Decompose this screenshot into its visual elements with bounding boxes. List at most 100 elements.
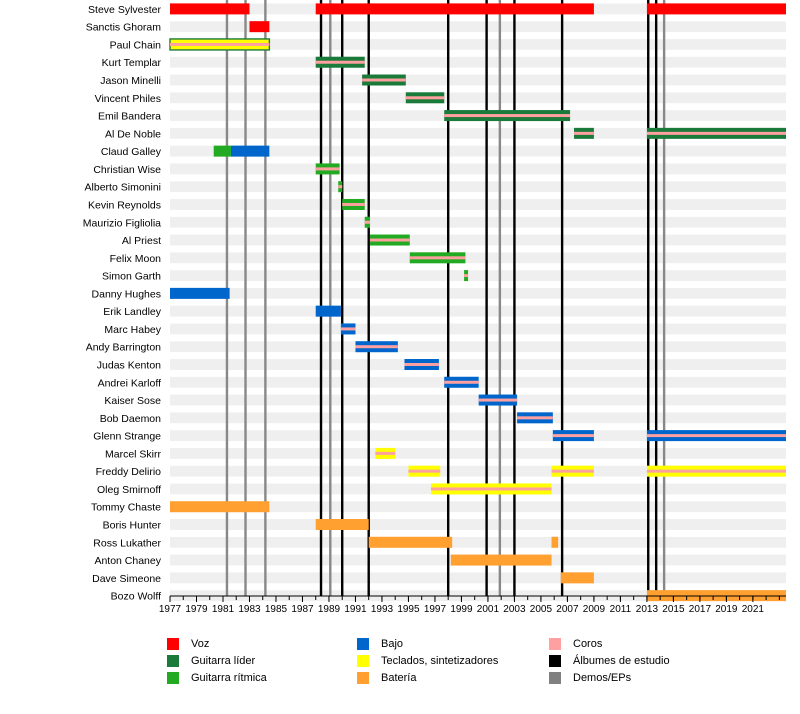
x-axis-tick-label: 1977 (159, 604, 182, 615)
member-bar-coros (170, 42, 270, 46)
row-stripe (170, 305, 786, 317)
row-stripe (170, 234, 786, 246)
member-bar (560, 572, 594, 584)
member-bar-coros (342, 202, 365, 206)
member-bar (315, 3, 594, 15)
member-label: Maurizio Figliolia (83, 217, 161, 229)
member-bar (551, 536, 559, 548)
x-axis-tick-label: 2013 (636, 604, 659, 615)
member-bar-coros (464, 274, 469, 278)
member-bar (368, 536, 453, 548)
row-stripe (170, 127, 786, 139)
row-stripe (170, 501, 786, 513)
x-axis-tick-label: 2019 (715, 604, 738, 615)
member-bar (230, 145, 270, 157)
member-bar-coros (370, 238, 410, 242)
x-axis-tick-label: 1989 (318, 604, 341, 615)
member-label: Marcel Skirr (105, 448, 162, 460)
member-bar (450, 554, 552, 566)
row-stripe (170, 341, 786, 353)
member-bar (315, 305, 341, 317)
x-axis-tick-label: 1979 (185, 604, 208, 615)
member-bar-coros (338, 185, 343, 189)
member-bar-coros (355, 345, 398, 349)
member-label: Emil Bandera (98, 111, 161, 123)
member-label: Bob Daemon (100, 413, 161, 425)
row-stripe (170, 465, 786, 477)
member-bar-coros (408, 469, 441, 473)
row-stripe (170, 21, 786, 33)
member-label: Vincent Philes (95, 93, 161, 105)
member-label: Christian Wise (93, 164, 161, 176)
member-bar-coros (315, 60, 365, 64)
member-bar-coros (405, 96, 445, 100)
row-stripe (170, 252, 786, 264)
row-stripe (170, 430, 786, 441)
member-label: Dave Simeone (92, 573, 161, 585)
row-stripe (170, 56, 786, 68)
member-label: Marc Habey (104, 324, 161, 336)
member-bar (170, 501, 270, 513)
x-axis-tick-label: 1987 (291, 604, 314, 615)
row-stripe (170, 145, 786, 157)
member-bar-coros (646, 131, 786, 135)
member-bar-coros (409, 256, 466, 260)
row-stripe (170, 216, 786, 228)
x-axis-tick-label: 1981 (212, 604, 235, 615)
row-stripe (170, 287, 786, 299)
row-stripe (170, 412, 786, 424)
x-axis-tick-label: 1995 (397, 604, 420, 615)
member-label: Glenn Strange (93, 431, 161, 443)
member-label: Oleg Smirnoff (97, 484, 161, 496)
x-axis-tick-label: 2009 (583, 604, 606, 615)
member-bar-coros (315, 167, 340, 171)
x-axis-tick-label: 2007 (556, 604, 579, 615)
member-bar-coros (444, 380, 479, 384)
member-label: Anton Chaney (94, 555, 161, 567)
x-axis-tick-label: 1997 (424, 604, 447, 615)
x-axis-tick-label: 2017 (689, 604, 712, 615)
member-bar-coros (574, 131, 594, 135)
row-stripe (170, 39, 786, 50)
x-axis-tick-label: 1993 (371, 604, 394, 615)
row-stripe (170, 163, 786, 175)
row-stripe (170, 536, 786, 548)
member-bar-coros (340, 327, 356, 331)
member-label: Kaiser Sose (104, 395, 161, 407)
x-axis-tick-label: 2015 (662, 604, 685, 615)
member-label: Tommy Chaste (91, 502, 161, 514)
member-label: Ross Lukather (93, 537, 161, 549)
x-axis-tick-label: 2001 (477, 604, 500, 615)
member-bar (170, 3, 250, 15)
row-stripe (170, 92, 786, 104)
member-label: Danny Hughes (92, 288, 161, 300)
member-label: Sanctis Ghoram (86, 22, 162, 34)
row-stripe (170, 74, 786, 86)
member-label: Boris Hunter (103, 520, 162, 532)
row-stripe (170, 394, 786, 406)
member-bar-coros (375, 451, 396, 455)
member-label: Kurt Templar (102, 57, 162, 69)
member-label: Freddy Delirio (96, 466, 162, 478)
member-label: Paul Chain (110, 39, 162, 51)
member-label: Erik Landley (103, 306, 162, 318)
row-stripe (170, 519, 786, 530)
member-bar (213, 145, 231, 157)
member-bar-coros (404, 362, 439, 366)
member-bar (249, 21, 270, 33)
row-stripe (170, 199, 786, 210)
row-stripe (170, 323, 786, 335)
x-axis-tick-label: 1985 (265, 604, 288, 615)
member-bar-coros (552, 434, 594, 438)
member-label: Jason Minelli (100, 75, 161, 87)
x-axis-tick-label: 2021 (742, 604, 765, 615)
row-stripe (170, 181, 786, 193)
member-label: Andrei Karloff (98, 377, 162, 389)
member-label: Judas Kenton (97, 359, 161, 371)
member-bar-coros (430, 487, 552, 491)
x-axis-tick-label: 2003 (503, 604, 526, 615)
member-label: Felix Moon (110, 253, 162, 265)
member-bar (646, 3, 786, 15)
member-label: Simon Garth (102, 271, 161, 283)
